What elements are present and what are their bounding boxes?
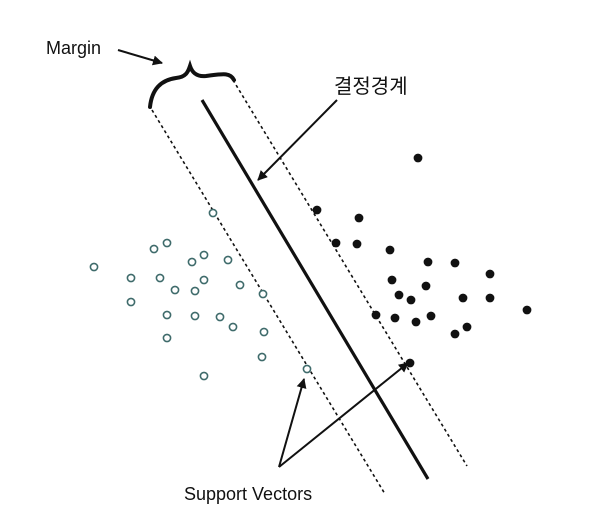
hollow-point (190, 286, 200, 296)
hollow-point (126, 297, 136, 307)
filled-point (462, 322, 472, 332)
hollow-point (187, 257, 197, 267)
hollow-point (199, 275, 209, 285)
filled-point (485, 293, 495, 303)
filled-point (411, 317, 421, 327)
filled-point (413, 153, 423, 163)
support-vectors-label: Support Vectors (184, 484, 312, 504)
hollow-point (162, 333, 172, 343)
filled-point (450, 329, 460, 339)
filled-point (390, 313, 400, 323)
filled-point (426, 311, 436, 321)
filled-class-points (312, 153, 532, 368)
support-vector-arrow-right (278, 362, 409, 468)
hollow-point (199, 371, 209, 381)
decision-boundary-label: 결정경계 (334, 75, 408, 98)
filled-point (371, 310, 381, 320)
decision-boundary-line (200, 99, 430, 480)
hollow-point (215, 312, 225, 322)
filled-point (385, 245, 395, 255)
hollow-point (228, 322, 238, 332)
filled-point (312, 205, 322, 215)
hollow-point (162, 238, 172, 248)
hollow-point (190, 311, 200, 321)
hollow-point (235, 280, 245, 290)
hollow-point (162, 310, 172, 320)
filled-point (458, 293, 468, 303)
hollow-point (257, 352, 267, 362)
hollow-point (149, 244, 159, 254)
margin-label: Margin (46, 38, 101, 58)
filled-point (485, 269, 495, 279)
hollow-point (208, 208, 218, 218)
hollow-point (155, 273, 165, 283)
hollow-point (258, 289, 268, 299)
hollow-point (170, 285, 180, 295)
support-vector-arrow-left (278, 378, 307, 468)
filled-point (522, 305, 532, 315)
boundary-arrow (257, 99, 338, 181)
hollow-point (223, 255, 233, 265)
hollow-point (89, 262, 99, 272)
hollow-point (259, 327, 269, 337)
margin-line-right (232, 79, 468, 467)
filled-point (387, 275, 397, 285)
filled-point (406, 295, 416, 305)
filled-point (352, 239, 362, 249)
hollow-point (126, 273, 136, 283)
filled-point (354, 213, 364, 223)
hollow-point (302, 364, 312, 374)
margin-line-left (151, 109, 386, 495)
filled-point (331, 238, 341, 248)
hollow-class-points (89, 208, 312, 381)
filled-point (405, 358, 415, 368)
filled-point (421, 281, 431, 291)
margin-brace (148, 59, 236, 109)
hollow-point (199, 250, 209, 260)
margin-arrow (117, 49, 163, 66)
filled-point (423, 257, 433, 267)
filled-point (450, 258, 460, 268)
filled-point (394, 290, 404, 300)
